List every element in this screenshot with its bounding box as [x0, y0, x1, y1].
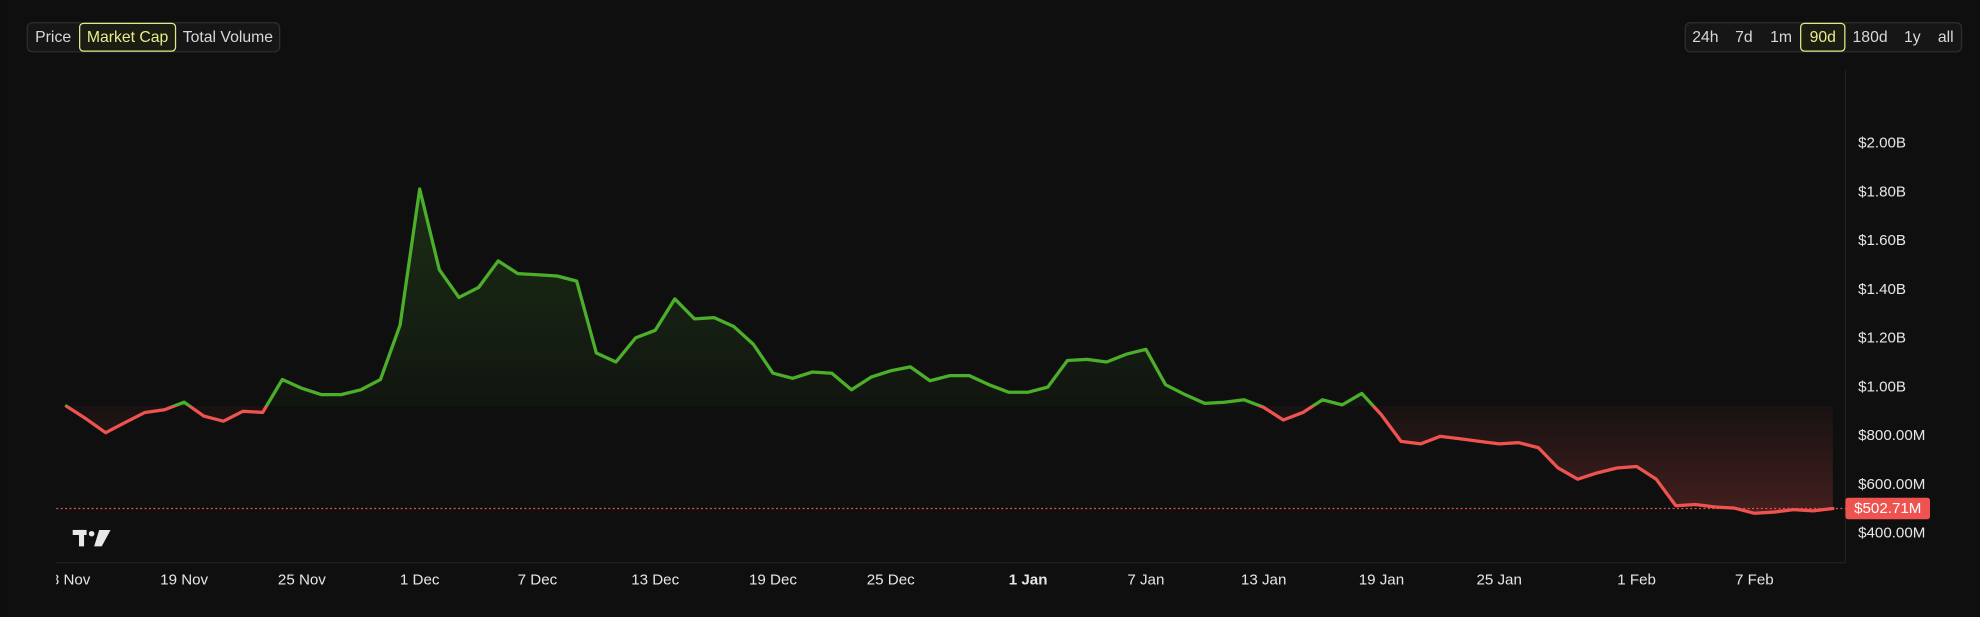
x-tick-label: 19 Dec — [749, 571, 797, 588]
x-tick-labels: 13 Nov 19 Nov 25 Nov 1 Dec 7 Dec 13 Dec 19 Dec… — [42, 571, 1774, 588]
x-tick-label: 13 Nov — [42, 571, 90, 588]
y-tick-label: $1.40B — [1858, 281, 1906, 298]
area — [66, 189, 1833, 514]
button-label[interactable]: Price — [35, 29, 71, 46]
button-label[interactable]: 180d — [1853, 29, 1888, 46]
y-tick-label: $600.00M — [1858, 476, 1925, 493]
y-tick-label: $1.00B — [1858, 378, 1906, 395]
x-tick-label: 1 Feb — [1617, 571, 1656, 588]
y-tick-label: $2.00B — [1858, 135, 1906, 152]
last-value-box — [1845, 497, 1931, 520]
button-label[interactable]: 24h — [1692, 29, 1718, 46]
button-label[interactable]: 1y — [1904, 29, 1921, 46]
button-label[interactable]: 90d — [1810, 29, 1836, 46]
logo — [72, 529, 111, 547]
x-tick-label: 1 Dec — [400, 571, 440, 588]
y-tick-label: $400.00M — [1858, 525, 1925, 542]
x-tick-label: 7 Dec — [518, 571, 558, 588]
x-tick-label: 19 Nov — [160, 571, 208, 588]
y-tick-label: $1.60B — [1858, 232, 1906, 249]
button-label[interactable]: all — [1938, 29, 1954, 46]
button-label[interactable]: 7d — [1735, 29, 1753, 46]
x-tick-label: 13 Dec — [631, 571, 679, 588]
x-tick-label: 7 Jan — [1127, 571, 1164, 588]
x-tick-label: 25 Jan — [1476, 571, 1521, 588]
x-tick-label: 1 Jan — [1009, 571, 1048, 588]
x-tick-label: 7 Feb — [1735, 571, 1774, 588]
y-tick-label: $1.20B — [1858, 330, 1906, 347]
x-tick-label: 19 Jan — [1359, 571, 1404, 588]
y-tick-label: $800.00M — [1858, 427, 1925, 444]
button-label[interactable]: 1m — [1770, 29, 1792, 46]
x-tick-label: 25 Nov — [278, 571, 326, 588]
line — [64, 187, 1835, 515]
button-label[interactable]: Total Volume — [183, 29, 273, 46]
y-tick-label: $1.80B — [1858, 183, 1906, 200]
last-value-label: $502.71M — [1854, 500, 1921, 517]
x-tick-label: 13 Jan — [1241, 571, 1286, 588]
button-label[interactable]: Market Cap — [87, 29, 169, 46]
x-tick-label: 25 Dec — [867, 571, 915, 588]
button[interactable] — [1800, 22, 1846, 52]
button[interactable] — [79, 22, 177, 52]
controls: Price Market Cap Total Volume 24h 7d 1m 90d 180… — [26, 22, 1963, 53]
